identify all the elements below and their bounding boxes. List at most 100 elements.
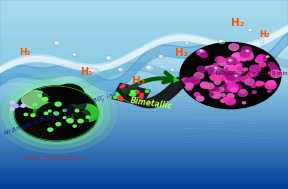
Circle shape bbox=[54, 112, 57, 114]
Circle shape bbox=[270, 70, 281, 77]
Circle shape bbox=[215, 80, 221, 84]
Circle shape bbox=[240, 89, 246, 93]
Circle shape bbox=[124, 98, 128, 100]
Circle shape bbox=[10, 83, 103, 144]
Circle shape bbox=[185, 79, 195, 85]
Circle shape bbox=[63, 109, 66, 112]
Circle shape bbox=[189, 77, 200, 84]
Circle shape bbox=[250, 65, 261, 72]
Circle shape bbox=[235, 75, 236, 76]
Circle shape bbox=[145, 65, 155, 71]
Bar bbox=[0, 110, 288, 113]
Circle shape bbox=[220, 40, 222, 42]
Circle shape bbox=[114, 94, 118, 96]
Circle shape bbox=[200, 53, 207, 57]
Circle shape bbox=[0, 74, 117, 153]
Circle shape bbox=[257, 55, 267, 61]
Text: H₂: H₂ bbox=[175, 48, 188, 58]
Circle shape bbox=[242, 102, 246, 104]
Text: NiPt/GO, TOF=214.28 min⁻¹: NiPt/GO, TOF=214.28 min⁻¹ bbox=[216, 70, 288, 75]
Circle shape bbox=[259, 62, 266, 67]
Circle shape bbox=[78, 119, 83, 123]
Circle shape bbox=[216, 75, 223, 80]
Bar bbox=[0, 161, 288, 164]
Bar bbox=[0, 63, 288, 66]
Bar bbox=[0, 0, 288, 3]
Bar bbox=[0, 136, 288, 139]
Circle shape bbox=[22, 91, 49, 108]
Circle shape bbox=[244, 68, 248, 70]
Bar bbox=[0, 79, 288, 82]
Circle shape bbox=[227, 94, 234, 98]
Bar bbox=[0, 22, 288, 25]
Circle shape bbox=[241, 53, 247, 57]
Circle shape bbox=[268, 72, 272, 74]
Bar bbox=[0, 129, 288, 132]
Bar bbox=[0, 6, 288, 9]
Circle shape bbox=[259, 56, 263, 58]
Circle shape bbox=[267, 81, 275, 86]
Circle shape bbox=[237, 67, 243, 71]
Circle shape bbox=[3, 78, 110, 149]
Circle shape bbox=[115, 92, 118, 94]
Circle shape bbox=[242, 51, 253, 58]
Circle shape bbox=[238, 90, 247, 96]
Circle shape bbox=[210, 75, 217, 80]
Bar bbox=[0, 91, 288, 94]
Bar bbox=[0, 98, 288, 101]
Circle shape bbox=[58, 105, 87, 124]
Circle shape bbox=[196, 96, 204, 101]
Circle shape bbox=[228, 74, 232, 77]
Circle shape bbox=[44, 112, 48, 115]
Circle shape bbox=[120, 86, 124, 88]
Circle shape bbox=[42, 98, 48, 101]
Bar bbox=[0, 139, 288, 142]
Circle shape bbox=[247, 73, 253, 77]
Circle shape bbox=[226, 72, 235, 78]
Circle shape bbox=[73, 125, 76, 127]
Circle shape bbox=[48, 128, 53, 131]
Circle shape bbox=[251, 84, 256, 88]
Circle shape bbox=[122, 93, 125, 96]
Circle shape bbox=[208, 66, 217, 72]
Circle shape bbox=[33, 103, 37, 106]
Bar bbox=[0, 126, 288, 129]
Circle shape bbox=[43, 89, 62, 102]
Circle shape bbox=[67, 119, 73, 123]
Circle shape bbox=[233, 68, 242, 74]
Circle shape bbox=[218, 88, 224, 92]
Text: Bimetallic: Bimetallic bbox=[129, 96, 173, 110]
Circle shape bbox=[75, 105, 100, 122]
Circle shape bbox=[225, 67, 232, 72]
Circle shape bbox=[134, 101, 137, 103]
Circle shape bbox=[89, 70, 92, 72]
Bar bbox=[0, 47, 288, 50]
Circle shape bbox=[228, 71, 237, 77]
Bar bbox=[0, 104, 288, 107]
Circle shape bbox=[213, 64, 218, 67]
Circle shape bbox=[246, 50, 250, 52]
Circle shape bbox=[39, 105, 62, 119]
Bar bbox=[0, 94, 288, 98]
Circle shape bbox=[255, 58, 263, 62]
Circle shape bbox=[139, 99, 142, 102]
Circle shape bbox=[260, 40, 264, 43]
Circle shape bbox=[213, 94, 220, 98]
Circle shape bbox=[135, 99, 138, 101]
Circle shape bbox=[21, 105, 25, 107]
Circle shape bbox=[74, 109, 90, 120]
Circle shape bbox=[237, 63, 242, 67]
Bar bbox=[0, 28, 288, 32]
Bar bbox=[0, 60, 288, 63]
Bar bbox=[0, 180, 288, 183]
Circle shape bbox=[214, 67, 221, 71]
Circle shape bbox=[240, 50, 250, 57]
Bar bbox=[0, 113, 288, 117]
Circle shape bbox=[24, 113, 28, 116]
Bar bbox=[0, 170, 288, 173]
Circle shape bbox=[232, 54, 236, 57]
Bar bbox=[0, 176, 288, 180]
Circle shape bbox=[252, 91, 256, 94]
Circle shape bbox=[132, 93, 136, 95]
Circle shape bbox=[118, 96, 121, 99]
